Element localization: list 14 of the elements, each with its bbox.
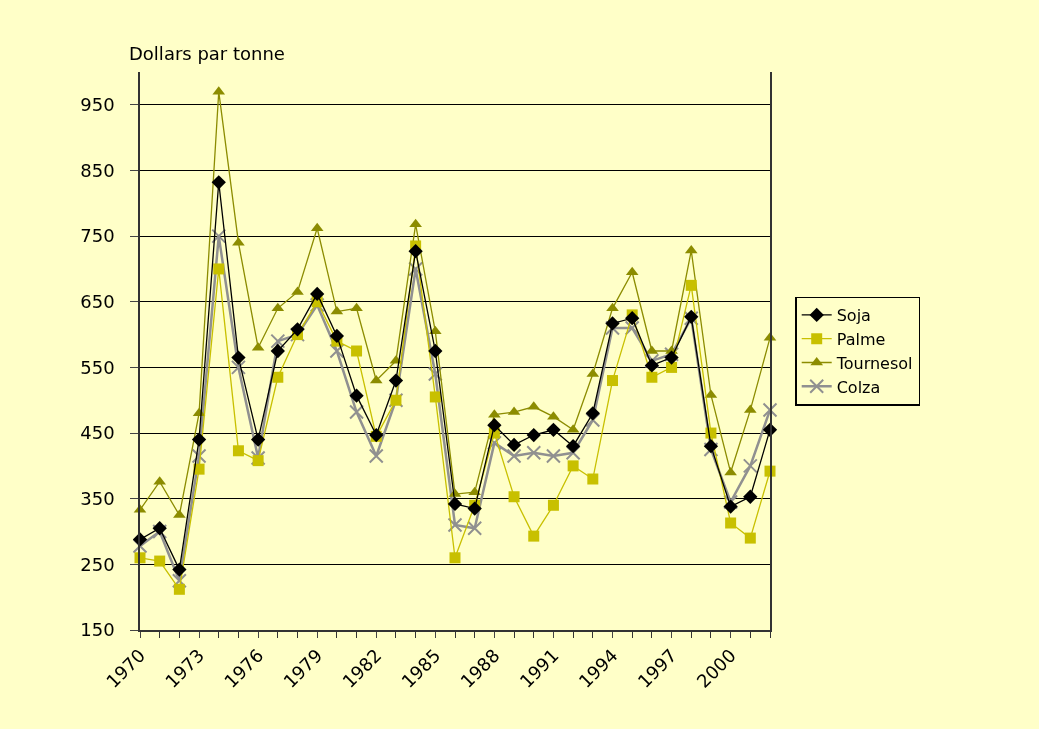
y-tick-label: 950 <box>80 94 115 116</box>
legend-label: Colza <box>836 377 881 397</box>
y-tick-label: 350 <box>80 488 115 510</box>
y-tick-label: 250 <box>80 553 115 575</box>
legend-label: Soja <box>836 306 871 326</box>
y-axis-title: Dollars par tonne <box>129 43 285 64</box>
y-tick-label: 750 <box>80 225 115 247</box>
y-tick-label: 550 <box>80 356 115 378</box>
y-tick-label: 450 <box>80 422 115 444</box>
y-tick-label: 150 <box>80 619 115 641</box>
legend-label: Tournesol <box>835 353 913 373</box>
y-tick-label: 850 <box>80 159 115 181</box>
y-tick-label: 650 <box>80 291 115 313</box>
legend-label: Palme <box>836 329 886 349</box>
